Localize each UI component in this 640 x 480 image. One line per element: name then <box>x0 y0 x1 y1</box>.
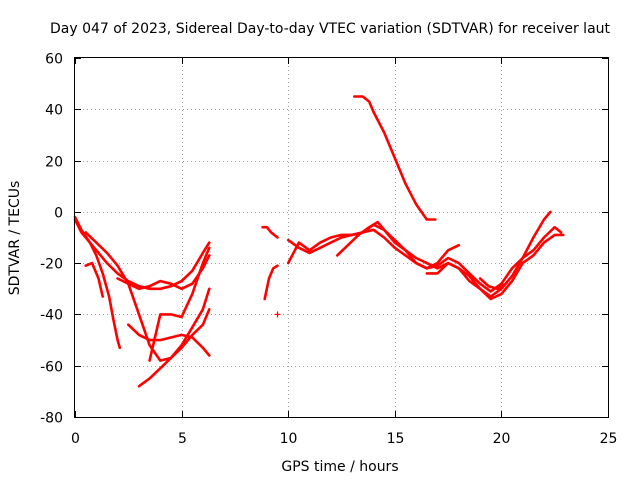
x-tick-label: 15 <box>387 431 405 447</box>
data-series-arc-4 <box>84 231 211 362</box>
x-tick-label: 20 <box>493 431 511 447</box>
x-tick-label: 10 <box>280 431 298 447</box>
data-series-arc-2 <box>73 215 122 350</box>
y-tick-label: 20 <box>45 155 63 171</box>
data-series-arc-8 <box>148 246 211 362</box>
x-tick-label: 0 <box>71 431 80 447</box>
data-series-arc-9 <box>261 225 279 239</box>
data-series-arc-10 <box>263 264 279 301</box>
data-point-point-1 <box>274 311 281 318</box>
y-tick-label: 0 <box>54 206 63 222</box>
data-series-arc-11 <box>286 225 563 293</box>
plot-area <box>73 95 565 388</box>
y-tick-label: -20 <box>40 257 63 273</box>
y-axis-label: SDTVAR / TECUs <box>7 181 23 296</box>
y-tick-label: -80 <box>40 411 63 427</box>
y-tick-label: 60 <box>45 52 63 68</box>
axis-ticks: 0 5 10 15 20 25 -80 -60 -40 -20 0 20 40 60 <box>40 52 617 448</box>
data-series-arc-7 <box>137 307 211 388</box>
data-series-arc-15 <box>352 95 437 221</box>
x-tick-label: 25 <box>600 431 618 447</box>
x-axis-label: GPS time / hours <box>281 459 398 475</box>
chart-title: Day 047 of 2023, Sidereal Day-to-day VTE… <box>50 21 611 37</box>
data-series-arc-14 <box>425 233 565 301</box>
plot-frame <box>74 57 609 418</box>
y-tick-label: -40 <box>40 308 63 324</box>
y-tick-label: 40 <box>45 103 63 119</box>
data-series-arc-16 <box>478 277 508 291</box>
data-series-arc-3 <box>84 261 104 298</box>
data-series-arc-13 <box>335 210 552 298</box>
y-tick-label: -60 <box>40 360 63 376</box>
x-tick-label: 5 <box>178 431 187 447</box>
data-series-arc-6 <box>127 323 211 357</box>
